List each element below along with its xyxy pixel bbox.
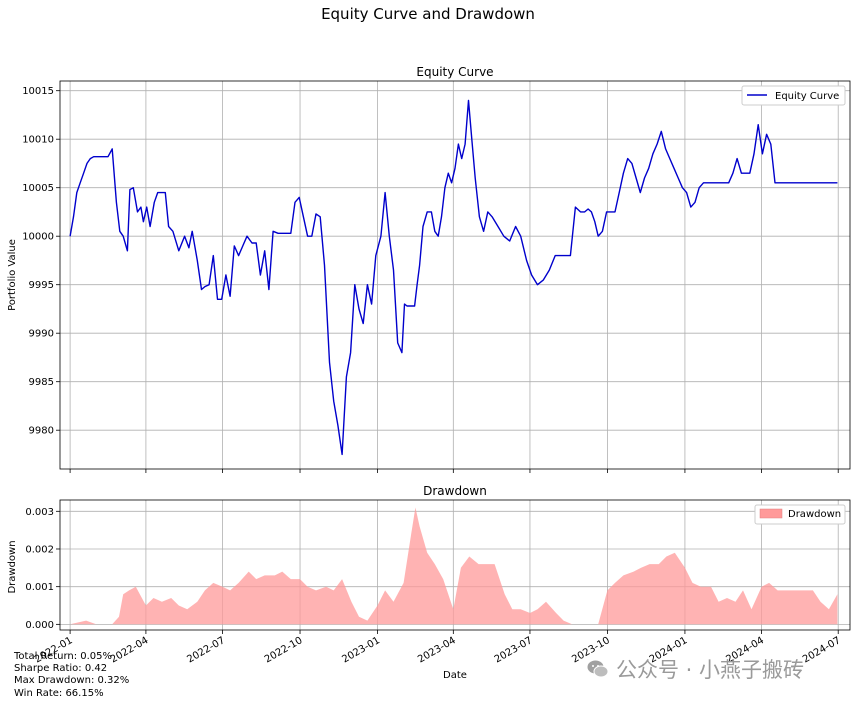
equity-y-axis-label: Portfolio Value <box>7 239 18 311</box>
x-tick-label: 2022-10 <box>263 635 305 665</box>
x-tick-label: 2024-07 <box>801 635 843 665</box>
drawdown-legend-swatch <box>759 508 783 519</box>
equity-legend-label: Equity Curve <box>775 91 839 102</box>
stat-total-return: Total Return: 0.05% <box>14 651 113 662</box>
stat-win-rate: Win Rate: 66.15% <box>14 687 104 699</box>
x-tick-label: 2023-07 <box>493 635 535 665</box>
figure-suptitle: Equity Curve and Drawdown <box>321 5 535 23</box>
equity-curve-line <box>69 99 838 456</box>
watermark-text: 公众号 · 小燕子搬砖 <box>616 658 805 682</box>
equity-y-tick-label: 10010 <box>22 135 54 146</box>
equity-panel: Equity Curve Portfolio Value 9980 9985 999… <box>7 65 851 473</box>
drawdown-plot-frame <box>59 499 851 631</box>
drawdown-panel: Drawdown Drawdown 0.000 0.001 0.002 0.003 2… <box>7 484 851 681</box>
drawdown-y-tick-label: 0.003 <box>25 507 54 518</box>
equity-y-tick-label: 10000 <box>22 232 54 243</box>
equity-y-tick-label: 9995 <box>29 280 54 291</box>
drawdown-area <box>70 507 838 625</box>
equity-y-tick-label: 10005 <box>22 183 54 194</box>
x-tick-label: 2023-01 <box>340 635 382 665</box>
wechat-icon <box>587 660 609 678</box>
drawdown-grid <box>60 500 850 630</box>
x-tick-label: 2022-07 <box>185 635 227 665</box>
x-tick-label: 2023-04 <box>416 635 458 665</box>
drawdown-panel-title: Drawdown <box>423 484 487 498</box>
equity-x-ticks <box>69 469 839 473</box>
stat-sharpe-ratio: Sharpe Ratio: 0.42 <box>14 663 108 675</box>
equity-panel-title: Equity Curve <box>416 65 493 79</box>
equity-y-tick-label: 9990 <box>29 329 54 340</box>
equity-y-tick-label: 10015 <box>22 86 54 97</box>
stat-max-drawdown: Max Drawdown: 0.32% <box>14 675 130 687</box>
x-axis-label: Date <box>443 670 467 681</box>
drawdown-y-tick-label: 0.002 <box>25 544 54 555</box>
equity-legend: Equity Curve <box>741 85 846 106</box>
watermark: 公众号 · 小燕子搬砖 <box>586 654 804 684</box>
equity-y-tick-label: 9985 <box>29 377 54 388</box>
equity-y-ticks: 9980 9985 9990 9995 10000 10005 10010 10015 <box>22 86 60 437</box>
drawdown-legend: Drawdown <box>754 504 846 525</box>
drawdown-y-axis-label: Drawdown <box>7 540 18 593</box>
equity-y-tick-label: 9980 <box>29 426 54 437</box>
equity-grid <box>60 81 850 469</box>
drawdown-y-ticks: 0.000 0.001 0.002 0.003 <box>25 507 60 631</box>
drawdown-y-tick-label: 0.001 <box>25 582 54 593</box>
drawdown-legend-label: Drawdown <box>788 509 841 520</box>
drawdown-y-tick-label: 0.000 <box>25 620 54 631</box>
equity-plot-frame <box>59 80 851 470</box>
stats-block: Total Return: 0.05% Sharpe Ratio: 0.42 M… <box>14 651 129 700</box>
